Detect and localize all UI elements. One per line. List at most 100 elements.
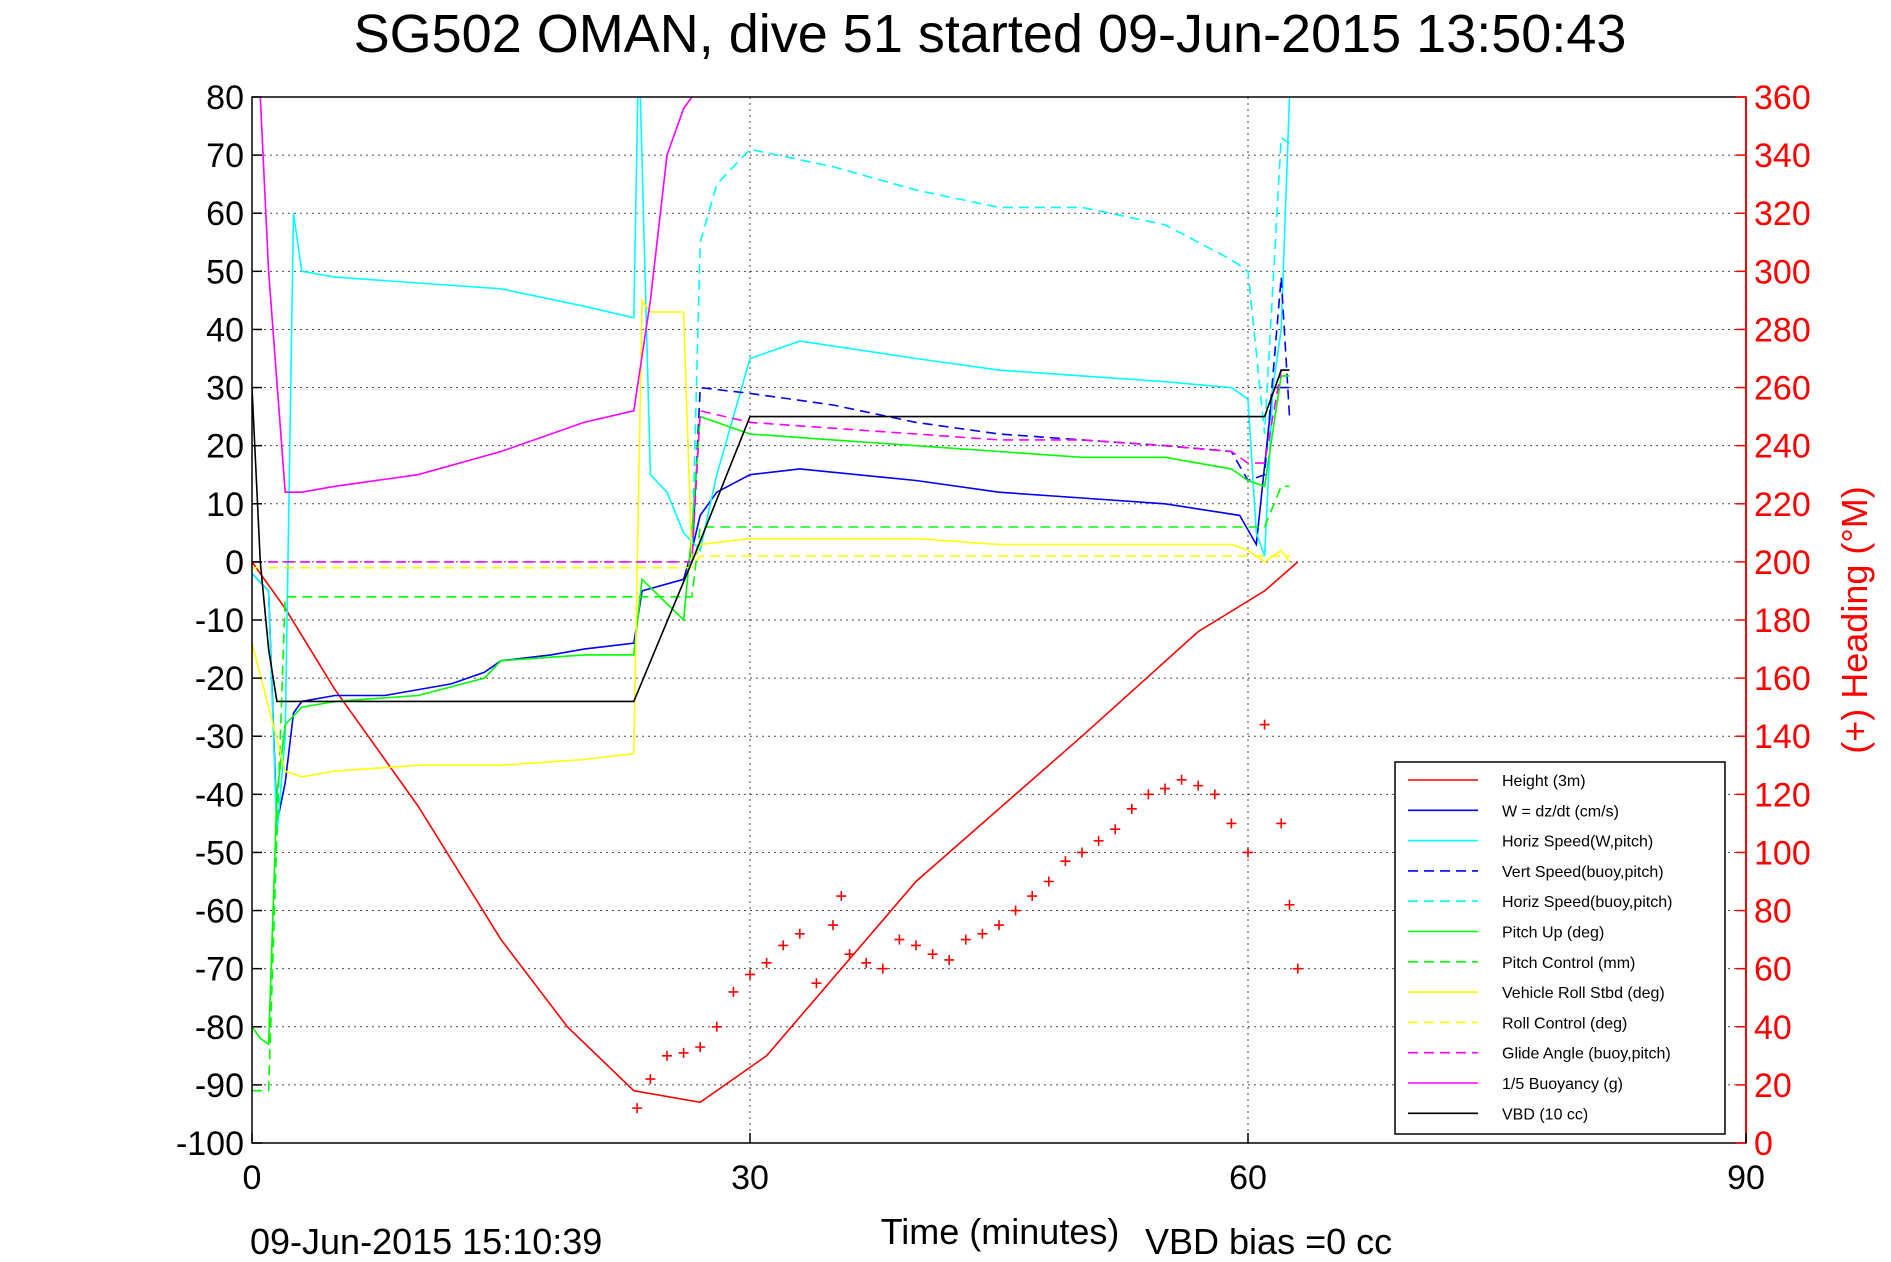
left-axis: 80 70 60 50 40 30 20 10 0 -10 -20 -30 -40 -50 -60 -70 -8…: [176, 79, 262, 1163]
heading-marker: [695, 1042, 706, 1053]
series-line-4: [691, 136, 1290, 562]
legend-entry-label: Vehicle Roll Stbd (deg): [1502, 985, 1665, 1002]
series-line-5: [252, 375, 1290, 1046]
heading-marker: [1284, 899, 1295, 910]
left-tick-label: -20: [195, 660, 244, 698]
right-tick-label: 300: [1754, 253, 1811, 291]
left-tick-label: 70: [206, 137, 244, 175]
heading-marker: [811, 978, 822, 989]
vbd-bias-label: VBD bias =0 cc: [1145, 1221, 1392, 1262]
legend-entry-label: Horiz Speed(W,pitch): [1502, 834, 1653, 851]
heading-marker: [836, 891, 847, 902]
legend-entry-label: Vert Speed(buoy,pitch): [1502, 864, 1664, 881]
bottom-tick-label: 30: [731, 1159, 769, 1197]
right-tick-label: 0: [1754, 1125, 1773, 1163]
heading-marker: [778, 940, 789, 951]
heading-marker: [844, 949, 855, 960]
heading-marker: [1126, 803, 1137, 814]
series-line-9: [252, 369, 1290, 563]
bottom-axis: 0 30 60 90: [243, 1133, 1765, 1197]
left-tick-label: -40: [195, 776, 244, 814]
heading-marker: [745, 969, 755, 980]
heading-marker: [1176, 774, 1187, 785]
heading-marker: [794, 928, 805, 939]
right-tick-label: 280: [1754, 311, 1811, 349]
right-tick-label: 80: [1754, 893, 1792, 931]
heading-marker: [1027, 891, 1038, 902]
right-tick-label: 160: [1754, 660, 1811, 698]
heading-marker: [1143, 789, 1154, 800]
right-tick-label: 240: [1754, 428, 1811, 466]
legend-entry-label: 1/5 Buoyancy (g): [1502, 1076, 1623, 1093]
left-tick-label: -10: [195, 602, 244, 640]
right-tick-label: 20: [1754, 1067, 1792, 1105]
heading-marker: [728, 986, 739, 997]
bottom-tick-label: 60: [1229, 1159, 1267, 1197]
left-tick-label: 0: [225, 544, 244, 582]
legend-entry-label: Pitch Control (mm): [1502, 955, 1635, 972]
legend-entry-label: Glide Angle (buoy,pitch): [1502, 1046, 1671, 1063]
heading-marker: [632, 1103, 643, 1114]
left-tick-label: 20: [206, 428, 244, 466]
series-line-3: [691, 277, 1291, 562]
heading-marker: [1010, 905, 1021, 916]
left-tick-label: -30: [195, 718, 244, 756]
heading-markers: [632, 719, 1303, 1114]
left-tick-label: -80: [195, 1009, 244, 1047]
heading-marker: [894, 934, 905, 945]
heading-marker: [1243, 847, 1253, 858]
right-tick-label: 360: [1754, 79, 1811, 117]
heading-marker: [662, 1050, 672, 1061]
heading-marker: [861, 957, 872, 968]
series-line-10: [259, 97, 693, 494]
left-tick-label: 80: [206, 79, 244, 117]
right-axis: 3603403203002802602402202001801601401201…: [1736, 79, 1811, 1163]
legend-entry-label: W = dz/dt (cm/s): [1502, 803, 1619, 820]
bottom-tick-label: 90: [1727, 1159, 1765, 1197]
right-tick-label: 120: [1754, 776, 1811, 814]
right-tick-label: 320: [1754, 195, 1811, 233]
right-tick-label: 100: [1754, 834, 1811, 872]
legend-entry-label: Height (3m): [1502, 773, 1586, 790]
heading-marker: [1193, 780, 1204, 791]
left-tick-label: 50: [206, 253, 244, 291]
legend-entry-label: Roll Control (deg): [1502, 1015, 1627, 1032]
right-tick-label: 140: [1754, 718, 1811, 756]
heading-marker: [645, 1074, 656, 1085]
heading-marker: [977, 928, 988, 939]
right-tick-label: 180: [1754, 602, 1811, 640]
right-tick-label: 40: [1754, 1009, 1792, 1047]
heading-marker: [1110, 824, 1121, 835]
heading-marker: [1043, 876, 1054, 887]
left-tick-label: -60: [195, 893, 244, 931]
heading-marker: [960, 934, 971, 945]
heading-marker: [1292, 963, 1303, 974]
right-tick-label: 260: [1754, 370, 1811, 408]
heading-marker: [1060, 856, 1071, 867]
right-tick-label: 220: [1754, 486, 1811, 524]
left-tick-label: 30: [206, 370, 244, 408]
right-axis-label: (+) Heading (°M): [1834, 486, 1875, 753]
left-tick-label: 10: [206, 486, 244, 524]
right-tick-label: 60: [1754, 951, 1792, 989]
heading-marker: [1077, 847, 1087, 858]
series-line-0: [252, 561, 1299, 1104]
left-tick-label: -50: [195, 834, 244, 872]
series-line-1: [252, 386, 1290, 824]
right-tick-label: 200: [1754, 544, 1811, 582]
left-tick-label: -100: [176, 1125, 244, 1163]
legend-entry-label: Pitch Up (deg): [1502, 925, 1604, 942]
left-tick-label: 60: [206, 195, 244, 233]
heading-marker: [1209, 789, 1220, 800]
heading-marker: [1093, 835, 1104, 846]
heading-marker: [828, 920, 838, 931]
heading-marker: [1160, 783, 1170, 794]
right-tick-label: 340: [1754, 137, 1811, 175]
series-line-6: [252, 485, 1290, 1092]
legend-entry-label: Horiz Speed(buoy,pitch): [1502, 894, 1672, 911]
heading-marker: [711, 1021, 722, 1032]
left-tick-label: -90: [195, 1067, 244, 1105]
heading-marker: [1259, 719, 1270, 730]
footer-timestamp: 09-Jun-2015 15:10:39: [250, 1221, 602, 1262]
